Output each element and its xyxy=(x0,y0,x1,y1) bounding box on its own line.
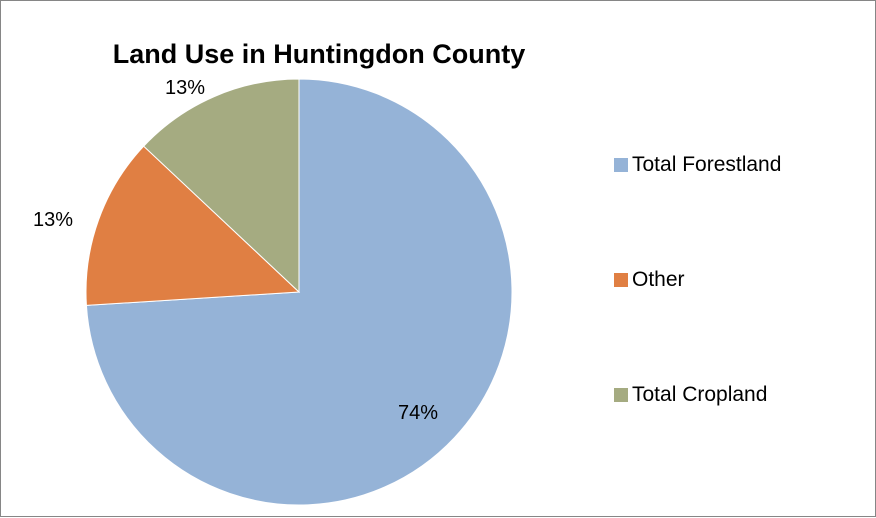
legend-item-total-forestland: Total Forestland xyxy=(614,149,781,181)
legend-item-total-cropland: Total Cropland xyxy=(614,379,767,411)
pie-slice-other xyxy=(85,145,301,306)
data-label-total-forestland: 74% xyxy=(398,402,438,424)
legend-label-total-cropland: Total Cropland xyxy=(632,383,768,406)
pie-slice-total-cropland xyxy=(143,78,300,294)
legend-swatch-other xyxy=(614,273,628,287)
data-label-other: 13% xyxy=(33,209,73,231)
legend-label-other: Other xyxy=(632,268,685,291)
legend-swatch-total-cropland xyxy=(614,388,628,402)
data-label-total-cropland: 13% xyxy=(165,77,205,99)
chart-title: Land Use in Huntingdon County xyxy=(112,39,526,69)
legend-swatch-total-forestland xyxy=(614,158,628,172)
legend-item-other: Other xyxy=(614,264,685,296)
legend-label-total-forestland: Total Forestland xyxy=(632,153,782,176)
